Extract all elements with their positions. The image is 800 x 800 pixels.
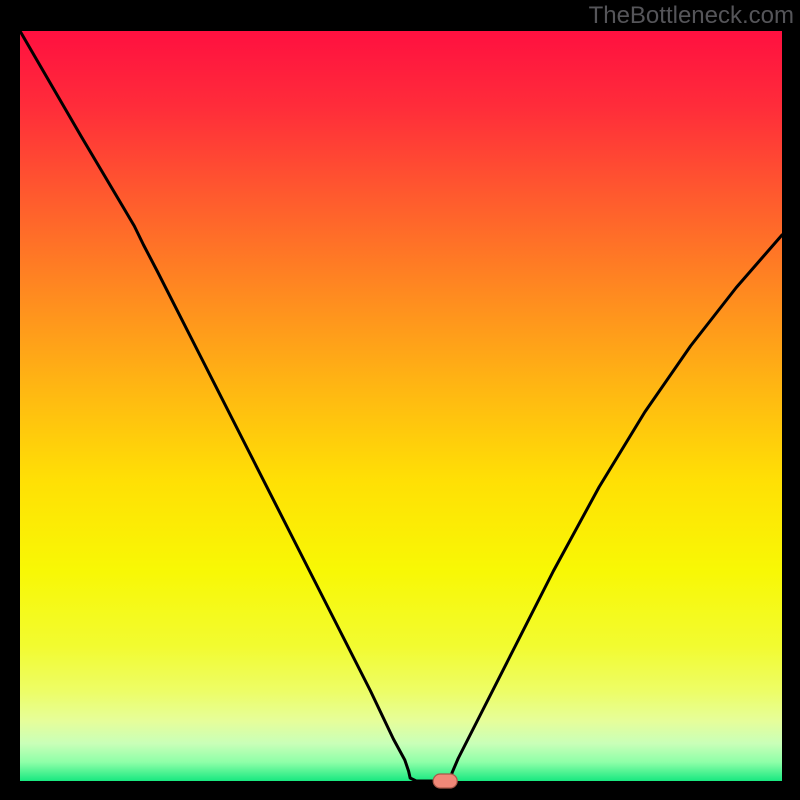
chart-container: TheBottleneck.com bbox=[0, 0, 800, 800]
bottleneck-chart bbox=[0, 0, 800, 800]
optimal-marker bbox=[433, 774, 457, 788]
watermark-text: TheBottleneck.com bbox=[589, 2, 794, 30]
chart-background bbox=[20, 31, 782, 781]
